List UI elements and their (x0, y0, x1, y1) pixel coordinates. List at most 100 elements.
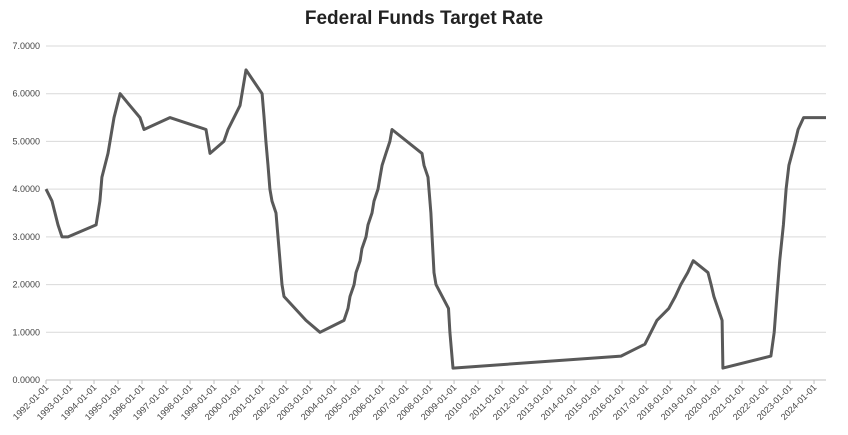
data-point (129, 105, 130, 106)
data-point (241, 93, 242, 94)
data-point (389, 141, 390, 142)
chart-title: Federal Funds Target Rate (304, 8, 544, 29)
data-point (367, 224, 368, 225)
data-point (650, 332, 651, 333)
y-tick-label: 6.0000 (12, 89, 40, 99)
data-point (791, 153, 792, 154)
data-point (675, 296, 676, 297)
data-point (113, 117, 114, 118)
data-point (707, 272, 708, 273)
data-point (448, 308, 449, 309)
data-point (680, 284, 681, 285)
data-point (205, 129, 206, 130)
data-point (711, 284, 712, 285)
data-point (379, 177, 380, 178)
data-point (279, 260, 280, 261)
data-point (239, 105, 240, 106)
data-point (269, 189, 270, 190)
data-point (143, 129, 144, 130)
data-point (169, 117, 170, 118)
data-point (245, 69, 246, 70)
data-point (687, 272, 688, 273)
data-point (391, 129, 392, 130)
data-point (227, 129, 228, 130)
data-point (347, 308, 348, 309)
y-tick-label: 0.0000 (12, 375, 40, 385)
data-point (433, 272, 434, 273)
data-point (107, 153, 108, 154)
data-point (656, 320, 657, 321)
data-point (774, 332, 775, 333)
data-point (271, 200, 272, 201)
data-point (427, 177, 428, 178)
data-point (381, 165, 382, 166)
data-point (788, 165, 789, 166)
data-point (101, 177, 102, 178)
data-point (319, 332, 320, 333)
data-point (207, 141, 208, 142)
data-point (430, 212, 431, 213)
data-point (770, 356, 771, 357)
data-point (265, 141, 266, 142)
data-point (421, 153, 422, 154)
data-point (353, 284, 354, 285)
data-point (449, 332, 450, 333)
data-point (263, 117, 264, 118)
data-point (275, 212, 276, 213)
data-point (223, 141, 224, 142)
data-point (57, 224, 58, 225)
data-point (385, 153, 386, 154)
data-point (431, 236, 432, 237)
data-point (452, 367, 453, 368)
y-tick-label: 7.0000 (12, 41, 40, 51)
data-point (435, 284, 436, 285)
data-point (371, 212, 372, 213)
data-point (281, 284, 282, 285)
y-tick-label: 2.0000 (12, 280, 40, 290)
data-point (139, 117, 140, 118)
data-point (355, 272, 356, 273)
data-point (283, 296, 284, 297)
data-point (365, 236, 366, 237)
data-point (360, 260, 361, 261)
data-point (377, 189, 378, 190)
x-axis-ticks: 1992-01-011993-01-011994-01-011995-01-01… (11, 380, 818, 422)
data-point (620, 356, 621, 357)
data-point (373, 200, 374, 201)
data-point (779, 260, 780, 261)
data-point (305, 320, 306, 321)
data-point (233, 117, 234, 118)
data-point (423, 165, 424, 166)
data-point (209, 153, 210, 154)
series-layer (44, 68, 826, 370)
y-axis-ticks: 0.0000 1.0000 2.0000 3.0000 4.0000 5.0000 6.00… (12, 41, 40, 385)
data-point (67, 236, 68, 237)
data-point (267, 165, 268, 166)
data-point (99, 200, 100, 201)
data-point (795, 141, 796, 142)
data-point (668, 308, 669, 309)
data-point (644, 344, 645, 345)
data-point (722, 320, 723, 321)
y-tick-label: 1.0000 (12, 327, 40, 337)
data-point (825, 117, 826, 118)
data-point (343, 320, 344, 321)
data-point (693, 260, 694, 261)
data-point (261, 93, 262, 94)
series-line (44, 68, 826, 370)
data-point (722, 367, 723, 368)
data-point (783, 224, 784, 225)
data-point (45, 189, 46, 190)
data-point (349, 296, 350, 297)
data-point (95, 224, 96, 225)
data-point (361, 248, 362, 249)
data-point (119, 93, 120, 94)
data-point (277, 236, 278, 237)
y-tick-label: 3.0000 (12, 232, 40, 242)
gridlines (46, 45, 826, 381)
y-tick-label: 5.0000 (12, 136, 40, 146)
data-point (51, 200, 52, 201)
data-point (713, 296, 714, 297)
data-point (61, 236, 62, 237)
